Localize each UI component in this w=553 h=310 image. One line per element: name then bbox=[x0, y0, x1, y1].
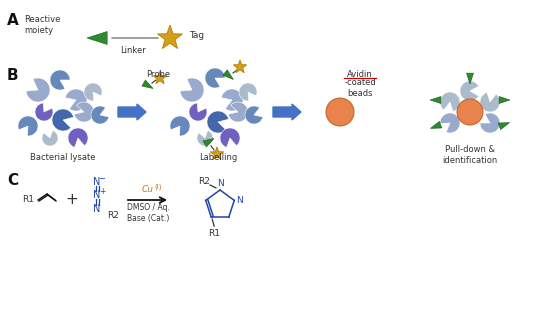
Wedge shape bbox=[440, 113, 460, 133]
Text: Tag: Tag bbox=[189, 32, 204, 41]
Polygon shape bbox=[142, 80, 153, 88]
Text: N: N bbox=[217, 179, 223, 188]
Wedge shape bbox=[220, 128, 240, 147]
Wedge shape bbox=[480, 92, 500, 112]
Polygon shape bbox=[499, 96, 510, 104]
Wedge shape bbox=[50, 70, 70, 90]
Wedge shape bbox=[91, 106, 109, 124]
Text: N: N bbox=[93, 177, 101, 187]
Polygon shape bbox=[498, 123, 509, 130]
Polygon shape bbox=[233, 60, 247, 73]
Circle shape bbox=[457, 99, 483, 125]
Text: Labelling: Labelling bbox=[199, 153, 237, 162]
FancyArrow shape bbox=[118, 104, 146, 120]
Polygon shape bbox=[430, 122, 442, 128]
Polygon shape bbox=[223, 70, 233, 79]
Text: R1: R1 bbox=[208, 229, 220, 238]
Circle shape bbox=[326, 98, 354, 126]
Wedge shape bbox=[197, 131, 213, 146]
Wedge shape bbox=[68, 128, 88, 147]
Text: -coated
beads: -coated beads bbox=[344, 78, 376, 98]
Text: N: N bbox=[93, 190, 101, 200]
Text: R2: R2 bbox=[107, 210, 119, 219]
Wedge shape bbox=[245, 106, 263, 124]
Wedge shape bbox=[239, 83, 257, 101]
Text: +: + bbox=[99, 188, 105, 197]
Wedge shape bbox=[52, 109, 74, 131]
Text: N: N bbox=[236, 196, 243, 205]
Wedge shape bbox=[170, 116, 190, 136]
Polygon shape bbox=[210, 147, 223, 160]
Wedge shape bbox=[440, 92, 460, 112]
Text: R1: R1 bbox=[22, 196, 34, 205]
Polygon shape bbox=[203, 139, 214, 147]
Text: Reactive
moiety: Reactive moiety bbox=[24, 15, 60, 35]
Polygon shape bbox=[430, 96, 441, 104]
Text: (I): (I) bbox=[154, 184, 161, 190]
Wedge shape bbox=[65, 89, 87, 111]
Wedge shape bbox=[228, 102, 248, 122]
Wedge shape bbox=[460, 81, 479, 101]
Wedge shape bbox=[189, 103, 207, 121]
Polygon shape bbox=[87, 32, 107, 45]
Text: −: − bbox=[98, 175, 106, 184]
Text: Pull-down &
identification: Pull-down & identification bbox=[442, 145, 498, 165]
Polygon shape bbox=[153, 71, 166, 84]
Text: DMSO / Aq.
Base (Cat.): DMSO / Aq. Base (Cat.) bbox=[127, 203, 169, 223]
Polygon shape bbox=[158, 25, 182, 49]
Text: R2: R2 bbox=[198, 178, 210, 187]
Text: +: + bbox=[66, 193, 79, 207]
Wedge shape bbox=[74, 102, 94, 122]
Wedge shape bbox=[42, 131, 58, 146]
Text: A: A bbox=[7, 13, 19, 28]
Wedge shape bbox=[221, 89, 243, 111]
Text: Probe: Probe bbox=[146, 70, 170, 79]
Wedge shape bbox=[84, 83, 102, 101]
FancyArrow shape bbox=[273, 104, 301, 120]
Wedge shape bbox=[207, 111, 228, 133]
Polygon shape bbox=[467, 73, 473, 84]
Text: C: C bbox=[7, 173, 18, 188]
Text: Bacterial lysate: Bacterial lysate bbox=[30, 153, 96, 162]
Text: B: B bbox=[7, 68, 19, 83]
Text: Avidin: Avidin bbox=[347, 70, 373, 79]
Wedge shape bbox=[26, 78, 50, 102]
Wedge shape bbox=[180, 78, 204, 102]
Text: N: N bbox=[93, 204, 101, 214]
Wedge shape bbox=[35, 103, 53, 121]
Text: Linker: Linker bbox=[120, 46, 146, 55]
Wedge shape bbox=[480, 113, 500, 133]
Wedge shape bbox=[18, 116, 38, 136]
Text: Cu: Cu bbox=[142, 185, 154, 194]
Wedge shape bbox=[205, 68, 225, 88]
